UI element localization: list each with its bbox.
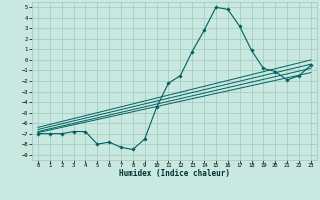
X-axis label: Humidex (Indice chaleur): Humidex (Indice chaleur) xyxy=(119,169,230,178)
